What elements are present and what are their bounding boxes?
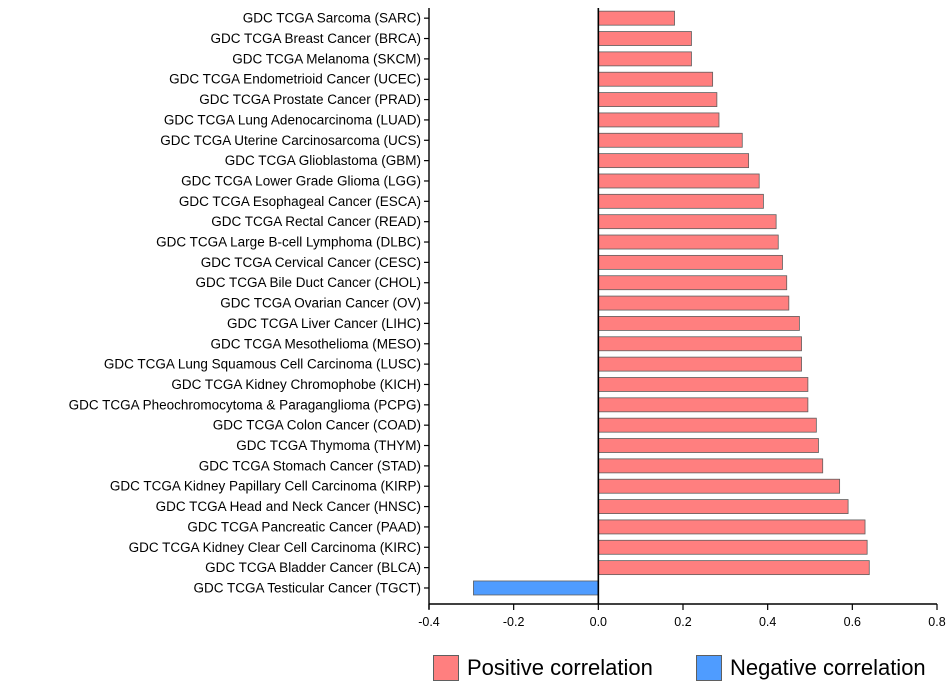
bar <box>597 316 800 331</box>
bar <box>597 377 809 392</box>
legend-swatch-positive <box>433 655 459 681</box>
bar <box>597 153 750 169</box>
bar <box>597 112 720 128</box>
bar <box>473 580 599 596</box>
category-label: GDC TCGA Uterine Carcinosarcoma (UCS) <box>160 133 421 148</box>
bar <box>597 458 824 474</box>
category-label: GDC TCGA Testicular Cancer (TGCT) <box>193 580 421 595</box>
x-tick-label: -0.2 <box>503 615 525 629</box>
bar <box>597 539 868 555</box>
x-tick-label: 0.2 <box>674 615 691 629</box>
category-label: GDC TCGA Kidney Papillary Cell Carcinoma… <box>110 479 421 494</box>
category-label: GDC TCGA Pheochromocytoma & Paragangliom… <box>69 397 421 412</box>
bar <box>597 31 692 46</box>
category-label: GDC TCGA Lung Adenocarcinoma (LUAD) <box>164 112 421 127</box>
bar <box>597 193 764 209</box>
legend-item-negative: Negative correlation <box>696 655 926 681</box>
bar <box>597 519 866 535</box>
category-label: GDC TCGA Liver Cancer (LIHC) <box>227 316 421 331</box>
x-tick-label: 0.4 <box>759 615 776 629</box>
category-label: GDC TCGA Melanoma (SKCM) <box>232 51 421 66</box>
category-label: GDC TCGA Endometrioid Cancer (UCEC) <box>169 72 421 87</box>
category-label: GDC TCGA Bile Duct Cancer (CHOL) <box>195 275 421 290</box>
category-label: GDC TCGA Esophageal Cancer (ESCA) <box>179 194 421 209</box>
x-tick-label: -0.4 <box>418 615 440 629</box>
category-label: GDC TCGA Stomach Cancer (STAD) <box>199 458 421 473</box>
category-label: GDC TCGA Prostate Cancer (PRAD) <box>199 92 421 107</box>
bar <box>597 478 841 494</box>
bar <box>597 71 714 87</box>
category-label: GDC TCGA Lower Grade Glioma (LGG) <box>181 173 421 188</box>
category-label: GDC TCGA Bladder Cancer (BLCA) <box>205 560 421 575</box>
legend: Positive correlation Negative correlatio… <box>0 655 949 687</box>
bar <box>597 275 788 291</box>
category-label: GDC TCGA Kidney Chromophobe (KICH) <box>171 377 421 392</box>
bar <box>597 51 692 67</box>
category-label: GDC TCGA Large B-cell Lymphoma (DLBC) <box>156 235 421 250</box>
category-label: GDC TCGA Sarcoma (SARC) <box>243 11 421 26</box>
bar <box>597 397 809 413</box>
legend-label-positive: Positive correlation <box>467 655 653 680</box>
bar <box>597 560 870 576</box>
category-labels-group: GDC TCGA Sarcoma (SARC) GDC TCGA Breast C… <box>69 11 421 596</box>
bar <box>597 417 817 433</box>
bar <box>597 356 802 372</box>
bar <box>597 92 718 107</box>
bar <box>597 254 783 270</box>
bar <box>597 499 849 514</box>
category-label: GDC TCGA Lung Squamous Cell Carcinoma (L… <box>104 357 421 372</box>
x-tick-label: 0.6 <box>844 615 861 629</box>
bar <box>597 10 675 26</box>
category-label: GDC TCGA Head and Neck Cancer (HNSC) <box>156 499 421 514</box>
category-label: GDC TCGA Cervical Cancer (CESC) <box>201 255 421 270</box>
bar <box>597 438 819 453</box>
x-tick-label: 0.0 <box>590 615 607 629</box>
bars-group <box>473 10 870 596</box>
legend-item-positive: Positive correlation <box>433 655 653 681</box>
category-label: GDC TCGA Pancreatic Cancer (PAAD) <box>187 519 421 534</box>
bar <box>597 173 760 189</box>
category-label: GDC TCGA Kidney Clear Cell Carcinoma (KI… <box>129 540 421 555</box>
bar <box>597 214 777 230</box>
bar <box>597 234 779 250</box>
bar <box>597 295 790 311</box>
bar <box>597 336 802 352</box>
correlation-bar-chart: GDC TCGA Sarcoma (SARC) GDC TCGA Breast C… <box>69 8 946 629</box>
legend-swatch-negative <box>696 655 722 681</box>
category-label: GDC TCGA Mesothelioma (MESO) <box>210 336 421 351</box>
category-label: GDC TCGA Thymoma (THYM) <box>236 438 421 453</box>
category-label: GDC TCGA Ovarian Cancer (OV) <box>220 296 421 311</box>
x-tick-label: 0.8 <box>928 615 945 629</box>
legend-label-negative: Negative correlation <box>730 655 926 680</box>
axes-group: -0.4 -0.2 0.0 0.2 0.4 0.6 0.8 <box>418 8 946 629</box>
bar <box>597 132 743 148</box>
category-label: GDC TCGA Rectal Cancer (READ) <box>211 214 421 229</box>
category-label: GDC TCGA Breast Cancer (BRCA) <box>210 31 421 46</box>
category-label: GDC TCGA Colon Cancer (COAD) <box>213 418 421 433</box>
category-label: GDC TCGA Glioblastoma (GBM) <box>225 153 421 168</box>
